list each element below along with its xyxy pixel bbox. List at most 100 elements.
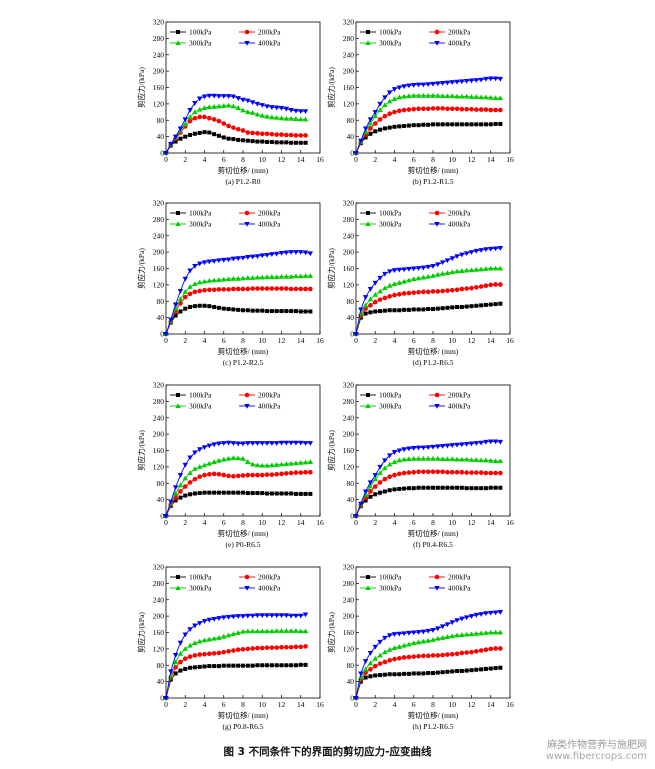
data-point (449, 93, 455, 99)
data-point (498, 301, 503, 306)
data-point (493, 666, 498, 671)
data-point (468, 267, 475, 273)
legend-marker (366, 30, 370, 34)
data-point (406, 307, 411, 312)
x-axis-label: 剪切位移/ (mm) (408, 165, 459, 175)
data-point (187, 642, 193, 648)
data-point (411, 266, 417, 272)
data-point (255, 286, 260, 291)
data-point (488, 107, 494, 113)
data-point (293, 628, 299, 633)
legend-marker (434, 586, 440, 591)
data-point (391, 268, 398, 273)
x-tick-label: 0 (164, 700, 168, 709)
data-point (211, 635, 217, 641)
data-point (293, 250, 299, 255)
data-point (488, 485, 493, 490)
data-point (274, 663, 279, 668)
data-point (211, 459, 217, 464)
data-point (464, 286, 469, 291)
y-tick-label: 160 (343, 264, 355, 273)
data-point (225, 632, 232, 638)
data-point (245, 459, 251, 464)
data-point (235, 647, 241, 652)
data-point (382, 308, 387, 313)
data-point (202, 287, 207, 293)
data-point (182, 462, 188, 468)
data-point (439, 456, 446, 462)
data-point (250, 491, 255, 496)
y-tick-label: 0 (350, 149, 354, 158)
data-point (249, 110, 256, 115)
data-point (211, 259, 217, 264)
series-line (165, 614, 306, 699)
data-point (435, 455, 441, 461)
legend-label: 300kPa (189, 220, 212, 229)
data-point (274, 309, 279, 314)
data-point (401, 470, 407, 476)
data-point (488, 302, 493, 307)
data-point (264, 104, 270, 110)
data-point (391, 459, 398, 464)
data-point (483, 247, 489, 253)
x-tick-label: 6 (412, 518, 416, 527)
data-point (386, 633, 393, 639)
data-point (416, 307, 421, 312)
data-point (392, 487, 397, 492)
data-point (182, 117, 188, 123)
data-point (392, 109, 397, 115)
data-point (289, 140, 294, 145)
data-point (454, 268, 460, 274)
y-tick-label: 0 (160, 149, 164, 158)
data-point (420, 92, 427, 98)
x-tick-label: 2 (373, 336, 377, 345)
data-point (284, 309, 289, 314)
legend-label: 100kPa (189, 573, 212, 582)
data-point (250, 139, 255, 144)
data-point (372, 644, 378, 650)
x-tick-label: 10 (259, 155, 267, 164)
data-point (425, 273, 431, 279)
data-point (182, 294, 188, 300)
x-tick-label: 4 (393, 155, 397, 164)
data-point (396, 267, 403, 273)
data-point (235, 630, 241, 635)
legend-marker (366, 211, 370, 215)
data-point (430, 637, 436, 642)
legend-label: 300kPa (379, 584, 402, 593)
data-point (269, 472, 275, 477)
data-point (377, 470, 383, 476)
data-point (197, 114, 202, 120)
x-tick-label: 10 (259, 700, 267, 709)
data-point (288, 273, 294, 279)
data-point (492, 439, 499, 445)
data-point (235, 286, 241, 292)
data-point (439, 93, 446, 99)
data-point (382, 458, 388, 464)
data-point (468, 78, 475, 84)
data-point (397, 291, 402, 297)
data-point (411, 671, 416, 676)
data-point (367, 120, 374, 126)
data-point (245, 138, 250, 143)
data-point (202, 472, 207, 478)
data-point (368, 667, 373, 672)
data-point (255, 308, 260, 313)
data-point (231, 663, 236, 668)
data-point (240, 255, 246, 261)
data-point (463, 631, 470, 637)
data-point (230, 614, 237, 620)
data-point (303, 286, 308, 292)
data-point (259, 472, 265, 478)
data-point (435, 485, 440, 490)
data-point (197, 303, 202, 308)
data-point (259, 131, 265, 137)
data-point (284, 132, 289, 138)
data-point (197, 288, 202, 294)
data-point (250, 472, 255, 478)
data-point (201, 105, 208, 110)
data-point (177, 296, 184, 302)
data-point (216, 635, 222, 640)
data-point (269, 441, 275, 446)
data-point (279, 663, 284, 668)
